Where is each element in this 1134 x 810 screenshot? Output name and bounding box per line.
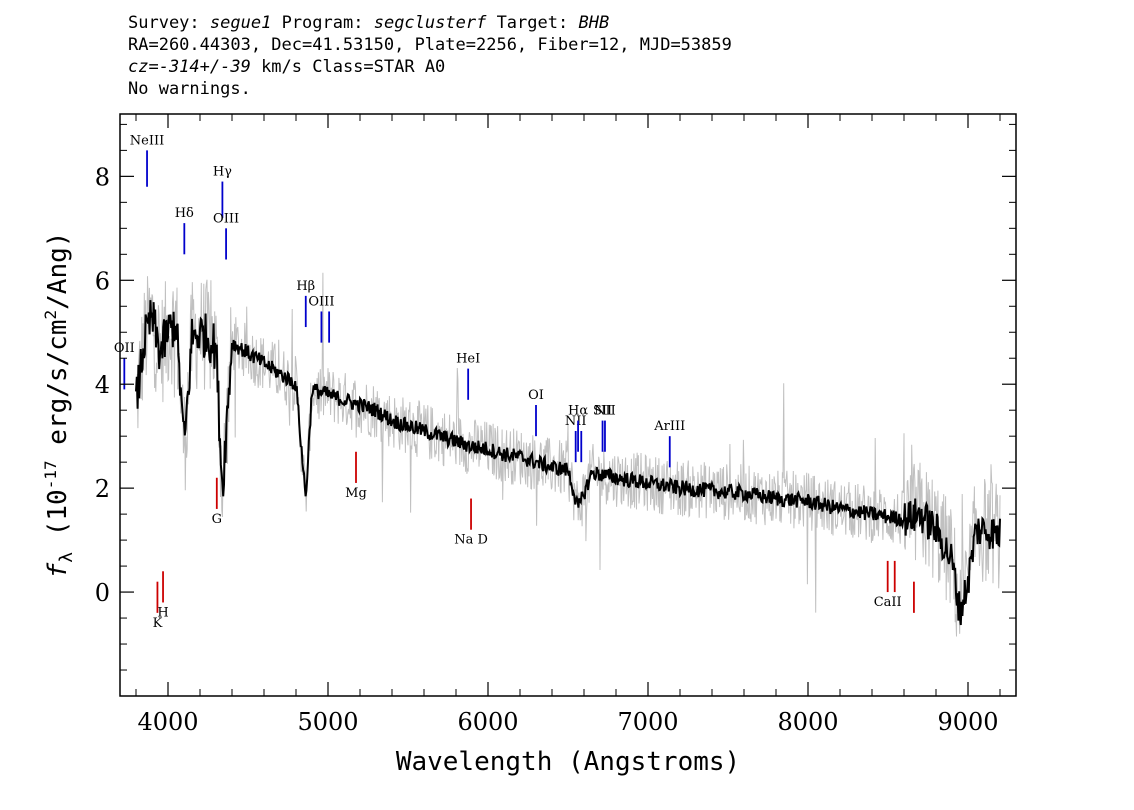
absorption-line-label: CaII <box>874 595 902 610</box>
y-tick-label: 6 <box>95 267 110 295</box>
x-tick-label: 9000 <box>937 708 998 736</box>
x-axis-title: Wavelength (Angstroms) <box>396 747 740 777</box>
emission-line-label: Hβ <box>296 279 315 294</box>
emission-line-label: SII <box>593 404 612 419</box>
header-line-4: No warnings. <box>128 79 251 99</box>
absorption-line-label: H <box>157 605 168 620</box>
program-value: segclusterf <box>373 13 487 33</box>
x-tick-label: 5000 <box>297 708 358 736</box>
x-tick-label: 7000 <box>617 708 678 736</box>
target-label: Target: <box>496 13 569 33</box>
redshift-value: cz=-314+/-39 <box>128 57 251 77</box>
emission-line-label: ArIII <box>653 419 685 434</box>
emission-line-label: OII <box>114 341 135 356</box>
absorption-line-label: G <box>212 512 222 527</box>
flux-data-line <box>135 272 1001 637</box>
emission-line-label: NII <box>594 404 616 419</box>
emission-line-label: OI <box>528 388 544 403</box>
emission-line-label: NII <box>565 414 587 429</box>
absorption-line-label: K <box>153 616 163 631</box>
program-label: Program: <box>281 13 364 33</box>
header-line-2: RA=260.44303, Dec=41.53150, Plate=2256, … <box>128 35 732 55</box>
target-value: BHB <box>578 13 610 33</box>
axes: 4000 5000 6000 7000 8000 9000 0 2 4 6 8 <box>95 114 1016 736</box>
y-axis-title: fλ (10-17 erg/s/cm2/Ang) <box>41 232 77 579</box>
survey-label: Survey: <box>128 13 200 33</box>
emission-line-label: OIII <box>213 211 239 226</box>
absorption-line-label: Mg <box>345 486 367 501</box>
emission-line-label: Hα <box>568 404 588 419</box>
y-tick-label: 0 <box>95 579 110 607</box>
emission-line-label: OIII <box>308 294 334 309</box>
x-tick-label: 6000 <box>457 708 518 736</box>
emission-line-label: NeIII <box>130 133 164 148</box>
y-tick-label: 4 <box>95 371 110 399</box>
spectrum-header: Survey: segue1 Program: segclusterf Targ… <box>128 12 732 100</box>
y-tick-label: 2 <box>95 475 110 503</box>
survey-value: segue1 <box>209 13 272 33</box>
smoothed-flux-line <box>135 300 1001 626</box>
x-tick-label: 8000 <box>777 708 838 736</box>
class-text: km/s Class=STAR A0 <box>250 57 446 77</box>
header-line-3: cz=-314+/-39 km/s Class=STAR A0 <box>128 56 732 78</box>
y-tick-label: 8 <box>95 163 110 191</box>
x-tick-label: 4000 <box>137 708 198 736</box>
plot-frame <box>119 113 1017 697</box>
emission-line-label: Hγ <box>213 165 232 180</box>
emission-line-label: HeI <box>456 352 480 367</box>
emission-line-label: Hδ <box>175 206 194 221</box>
absorption-line-label: Na D <box>454 533 488 548</box>
header-line-1: Survey: segue1 Program: segclusterf Targ… <box>128 12 732 34</box>
